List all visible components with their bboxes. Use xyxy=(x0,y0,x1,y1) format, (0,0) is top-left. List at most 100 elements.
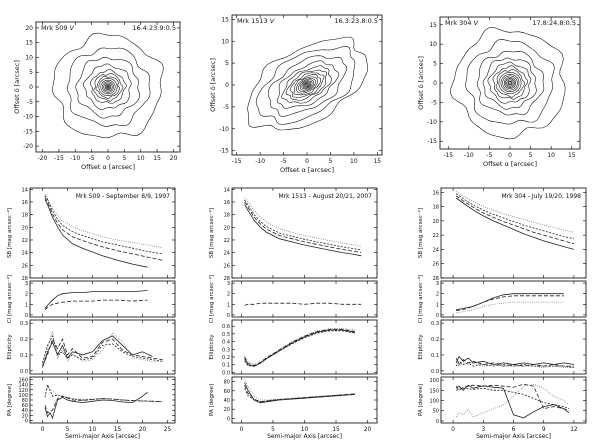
panel-ellipticity: 0.0 0.1 0.2 0.3 Ellipticity xyxy=(418,319,587,375)
plot-frame xyxy=(231,280,378,318)
contour-line xyxy=(106,85,110,89)
x-tick-label: 20 xyxy=(364,427,372,433)
y-axis-label: Offset δ [arcsec] xyxy=(13,60,21,114)
y-tick-label: 26 xyxy=(22,263,28,269)
contour-line xyxy=(103,82,113,92)
x-tick-label: 15 xyxy=(114,427,122,433)
contour-line xyxy=(508,81,512,85)
x-tick-label: 10 xyxy=(547,152,555,159)
x-tick-label: 5 xyxy=(66,427,70,433)
panel-ellipticity: 0.0 0.1 0.2 0.3 Ellipticity xyxy=(7,319,176,375)
series-b-line xyxy=(455,197,575,250)
plot-frame xyxy=(440,376,587,424)
x-axis-label: Offset α [arcsec] xyxy=(483,160,537,168)
contour-line xyxy=(487,61,532,104)
y-tick-label: 0 xyxy=(29,84,33,91)
x-tick-label: -5 xyxy=(89,155,95,162)
y-tick-label: 14 xyxy=(224,187,230,193)
panel-ci: 0 1 2 3 CI [mag arcsec⁻²] xyxy=(417,275,587,323)
series-r-line xyxy=(455,360,574,368)
y-tick-label: -20 xyxy=(23,143,33,150)
y-tick-label: 15 xyxy=(221,16,229,23)
contour-line xyxy=(505,78,515,88)
series-i-line xyxy=(455,361,574,368)
galaxy-name: Mrk 509 V xyxy=(41,24,75,32)
contour-line xyxy=(305,83,309,87)
y-axis-label: CI [mag arcsec⁻²] xyxy=(417,275,424,323)
panel-pa: 0 3 6 9 12 0 50 100 150 200 PA [degree] xyxy=(418,376,587,433)
y-axis-label: PA [degree] xyxy=(418,384,424,416)
series-b-v-line xyxy=(456,301,564,314)
y-axis-label: SB [mag arcsec⁻²] xyxy=(208,208,215,258)
series-r-line xyxy=(244,199,362,251)
y-tick-label: 24 xyxy=(224,251,230,257)
series-v-line xyxy=(42,338,163,367)
y-tick-label: 1 xyxy=(227,302,230,308)
series-group xyxy=(44,290,148,310)
series-r-line xyxy=(44,195,163,255)
series-group xyxy=(244,379,355,404)
contour-line xyxy=(75,57,140,119)
y-tick-label: 5 xyxy=(433,61,437,68)
plot-frame xyxy=(440,187,587,279)
contour-line xyxy=(281,65,332,104)
x-axis-label: Offset α [arcsec] xyxy=(81,163,135,171)
y-tick-label: 40 xyxy=(224,398,230,404)
y-axis-label: PA [degree] xyxy=(7,384,13,416)
contour-line xyxy=(105,84,111,90)
series-r-line xyxy=(42,334,163,364)
y-tick-label: -5 xyxy=(27,99,33,106)
contour-line xyxy=(90,69,127,104)
series-i-line xyxy=(244,328,355,366)
panel-title: Mrk 1513 - August 20/21, 2007 xyxy=(278,193,372,200)
x-tick-label: -20 xyxy=(38,155,48,162)
y-tick-label: 0.2 xyxy=(20,337,28,343)
y-tick-label: 60 xyxy=(224,389,230,395)
y-tick-label: 0.0 xyxy=(20,369,28,375)
y-tick-label: 22 xyxy=(224,238,230,244)
contour-line xyxy=(507,80,513,86)
contour-line xyxy=(102,81,114,93)
series-group xyxy=(44,194,163,268)
y-tick-label: 80 xyxy=(22,398,28,404)
y-tick-label: 16 xyxy=(433,190,439,196)
y-tick-label: 1 xyxy=(436,302,439,308)
y-tick-label: -10 xyxy=(427,119,437,126)
y-axis-label: Ellipticity xyxy=(418,334,424,360)
y-tick-label: 3 xyxy=(25,281,28,287)
contour-panel-2: -15 -10 -5 0 5 10 15 -15 -10 -5 0 5 10 15 Offset α [ar… xyxy=(209,14,383,174)
x-tick-label: 15 xyxy=(153,155,161,162)
x-tick-label: 10 xyxy=(301,427,309,433)
y-tick-label: 0.5 xyxy=(222,332,230,338)
panel-ellipticity: 0.00.1 0.2 0.30.4 0.5 0.6 Ellipticity xyxy=(209,319,378,376)
y-tick-label: 200 xyxy=(429,378,439,384)
plot-frame xyxy=(440,319,587,375)
panel-ci: 0 1 2 3 CI [mag arcsec⁻²] xyxy=(6,275,176,323)
y-tick-label: 26 xyxy=(224,263,230,269)
plot-frame xyxy=(439,16,581,150)
x-tick-label: 15 xyxy=(568,152,576,159)
x-tick-label: 12 xyxy=(570,427,578,433)
x-tick-label: -5 xyxy=(281,158,287,165)
x-tick-label: -10 xyxy=(70,155,80,162)
contour-line xyxy=(52,32,164,139)
x-tick-label: 0 xyxy=(106,155,110,162)
contour-levels: 16.4:23.9:0.5 xyxy=(132,24,176,32)
y-tick-label: 3 xyxy=(227,281,230,287)
series-v-line xyxy=(455,383,570,412)
contour-line xyxy=(267,55,348,117)
y-tick-label: 0.0 xyxy=(431,369,439,375)
y-tick-label: 40 xyxy=(22,408,28,414)
series-r-line xyxy=(455,193,574,240)
contour-line xyxy=(98,78,118,96)
contour-panel-1: -20 -15 -10 -5 0 5 10 15 20 -20 -15 -10 -5 0 5 10 15 20 Of… xyxy=(13,21,181,171)
contour-line xyxy=(301,80,313,90)
y-tick-label: 3 xyxy=(436,281,439,287)
y-axis-label: CI [mag arcsec⁻²] xyxy=(208,275,215,323)
y-tick-label: 16 xyxy=(22,200,28,206)
contour-line xyxy=(465,39,555,125)
series-group xyxy=(244,302,362,306)
series-i-line xyxy=(244,197,362,247)
